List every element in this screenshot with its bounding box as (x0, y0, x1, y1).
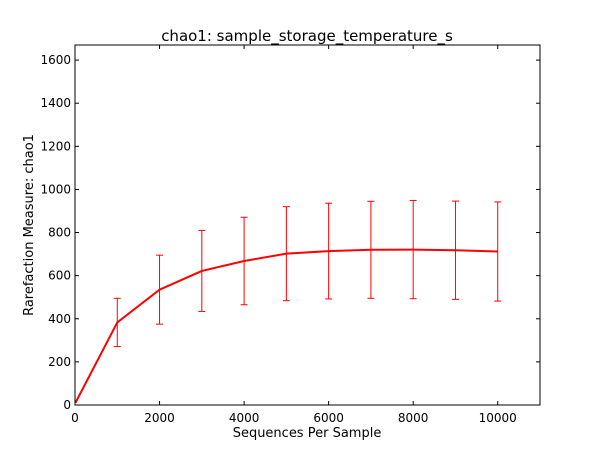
x-tick-label: 6000 (313, 411, 344, 425)
x-tick-label: 4000 (229, 411, 260, 425)
plot-frame (74, 44, 541, 406)
y-tick-label: 1000 (40, 182, 71, 196)
x-tick-label: 10000 (479, 411, 517, 425)
y-tick-label: 1400 (40, 96, 71, 110)
y-tick-label: 1200 (40, 139, 71, 153)
x-tick-label: 8000 (398, 411, 429, 425)
chart-title: chao1: sample_storage_temperature_s (161, 27, 453, 46)
y-tick-label: 800 (48, 226, 71, 240)
y-tick-label: 200 (48, 355, 71, 369)
y-tick-label: 400 (48, 312, 71, 326)
y-tick-label: 600 (48, 269, 71, 283)
x-axis-ticks: 0 2000 4000 6000 8000 10000 (71, 45, 517, 425)
x-tick-label: 2000 (144, 411, 175, 425)
y-axis-label: Rarefaction Measure: chao1 (22, 134, 37, 316)
y-tick-label: 0 (63, 398, 71, 412)
x-axis-label: Sequences Per Sample (233, 426, 382, 441)
x-tick-label: 0 (71, 411, 79, 425)
plot-area (74, 199, 502, 404)
y-axis-ticks: 0 200 400 600 800 1000 1200 1400 1600 (40, 53, 540, 412)
series-line (74, 248, 498, 404)
y-tick-label: 1600 (40, 53, 71, 67)
